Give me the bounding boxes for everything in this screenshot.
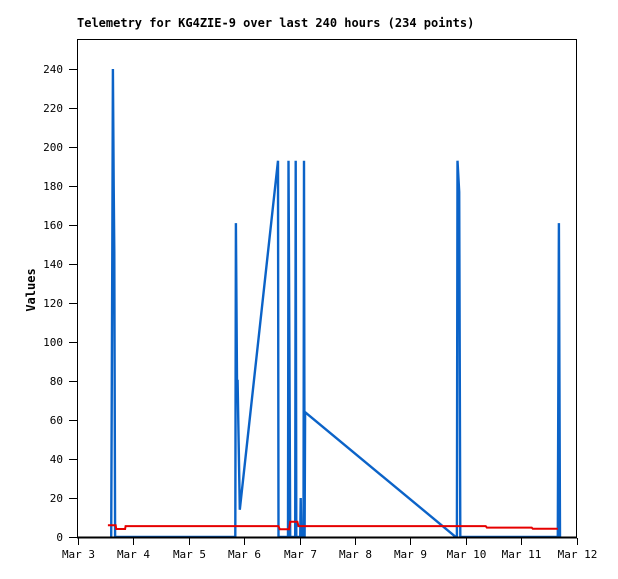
plot-frame [77, 39, 577, 538]
x-tick-label: Mar 10 [447, 548, 487, 561]
y-tick-label: 120 [43, 297, 63, 310]
x-tick-label: Mar 8 [339, 548, 372, 561]
x-tick-label: Mar 4 [117, 548, 150, 561]
x-tick-label: Mar 9 [394, 548, 427, 561]
x-tick-label: Mar 3 [62, 548, 95, 561]
series-line-telemetry-values-channel-red [107, 520, 558, 531]
y-tick-label: 20 [50, 492, 63, 505]
y-tick-label: 80 [50, 375, 63, 388]
x-tick-label: Mar 11 [502, 548, 542, 561]
x-tick-label: Mar 6 [228, 548, 261, 561]
x-tick-label: Mar 7 [284, 548, 317, 561]
y-tick-label: 0 [56, 531, 63, 544]
y-tick-label: 60 [50, 414, 63, 427]
y-tick-label: 180 [43, 180, 63, 193]
y-tick-label: 40 [50, 453, 63, 466]
series-line-telemetry-values-channel-blue [110, 68, 562, 539]
y-tick-label: 100 [43, 336, 63, 349]
y-tick-label: 240 [43, 63, 63, 76]
x-tick-label: Mar 5 [173, 548, 206, 561]
chart-title: Telemetry for KG4ZIE-9 over last 240 hou… [77, 16, 475, 30]
y-tick-label: 160 [43, 219, 63, 232]
x-tick-label: Mar 12 [558, 548, 598, 561]
y-tick-label: 220 [43, 102, 63, 115]
y-tick-label: 200 [43, 141, 63, 154]
y-tick-label: 140 [43, 258, 63, 271]
